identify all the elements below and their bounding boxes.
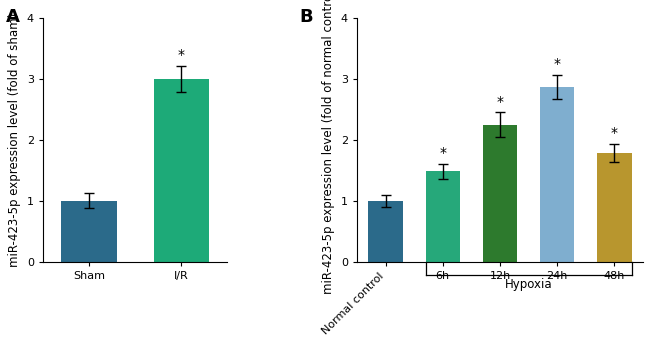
Y-axis label: miR-423-5p expression level (fold of sham): miR-423-5p expression level (fold of sha… (8, 13, 21, 267)
Bar (483, 125, 517, 262)
Text: *: * (178, 48, 185, 62)
Text: *: * (439, 146, 447, 160)
Text: *: * (611, 126, 618, 140)
Bar (597, 153, 632, 262)
Text: *: * (554, 57, 561, 71)
Bar (540, 87, 575, 262)
Bar (426, 171, 460, 262)
Bar (153, 79, 209, 262)
Text: *: * (497, 95, 504, 109)
Bar (369, 201, 403, 262)
Text: B: B (300, 8, 313, 26)
Y-axis label: miR-423-5p expression level (fold of normal control): miR-423-5p expression level (fold of nor… (322, 0, 335, 294)
Text: A: A (6, 8, 20, 26)
Text: Hypoxia: Hypoxia (505, 278, 552, 291)
Bar (61, 201, 117, 262)
